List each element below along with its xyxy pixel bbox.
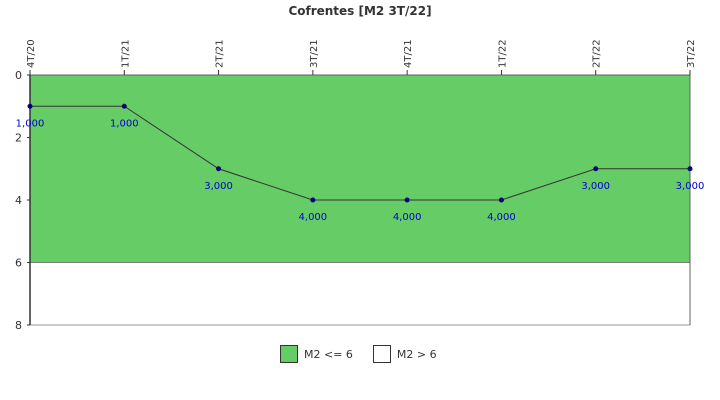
x-tick-label-6: 2T/22: [592, 39, 603, 68]
series-line: [30, 105, 690, 201]
data-label-5: 4,000: [487, 212, 516, 223]
y-tick-label-4: 8: [15, 319, 22, 332]
data-point-7: [687, 166, 693, 172]
band-1: [29, 262, 691, 326]
data-label-1: 1,000: [110, 118, 139, 129]
data-point-5: [498, 197, 504, 203]
y-tick-label-2: 4: [15, 194, 22, 207]
x-tick-label-5: 1T/22: [497, 39, 508, 68]
y-tick-label-1: 2: [15, 132, 22, 145]
legend-item-gt6: M2 > 6: [372, 345, 437, 363]
x-tick-label-2: 2T/21: [215, 39, 226, 68]
chart-title: Cofrentes [M2 3T/22]: [288, 4, 432, 18]
legend-label-le6: M2 <= 6: [304, 347, 353, 361]
y-tick-label-3: 6: [15, 257, 22, 270]
x-tick-label-0: 4T/20: [26, 39, 37, 68]
data-label-3: 4,000: [299, 212, 328, 223]
data-label-4: 4,000: [393, 212, 422, 223]
band-0: [29, 74, 691, 263]
data-point-6: [593, 166, 599, 172]
y-tick-label-0: 0: [15, 69, 22, 82]
legend: M2 <= 6 M2 > 6: [280, 345, 437, 363]
x-tick-label-4: 4T/21: [403, 39, 414, 68]
x-tick-label-7: 3T/22: [686, 39, 697, 68]
data-point-3: [310, 197, 316, 203]
legend-label-gt6: M2 > 6: [396, 347, 437, 361]
legend-swatch-le6: [280, 345, 298, 363]
data-point-0: [27, 103, 33, 109]
legend-swatch-gt6: [372, 345, 391, 363]
data-label-0: 1,000: [16, 118, 45, 129]
data-label-6: 3,000: [581, 181, 610, 192]
data-point-2: [216, 166, 222, 172]
x-tick-label-3: 3T/21: [309, 39, 320, 68]
data-point-1: [121, 103, 127, 109]
data-label-7: 3,000: [676, 181, 705, 192]
legend-item-le6: M2 <= 6: [280, 345, 353, 363]
data-point-4: [404, 197, 410, 203]
data-label-2: 3,000: [204, 181, 233, 192]
x-tick-label-1: 1T/21: [120, 39, 131, 68]
